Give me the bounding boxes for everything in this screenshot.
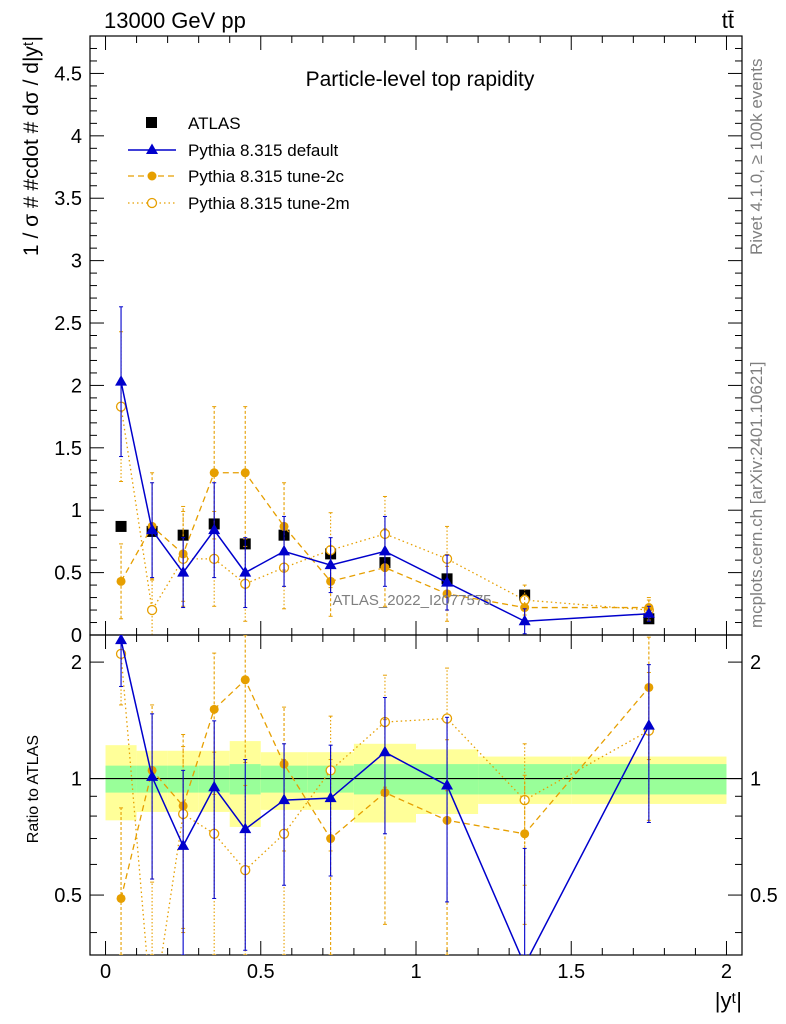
ratio-y-ticks: 0.5 1 2 0.5 1 2 [54,652,778,934]
main-y-tick-label: 3.5 [54,188,82,210]
x-tick-label: 2 [721,961,732,983]
point-default [324,558,337,570]
point-tune2c [520,603,530,613]
point-default [146,770,159,781]
point-default [239,822,252,834]
point-default [378,544,391,556]
ratio-y-tick-label-right: 2 [750,652,761,674]
x-tick-label: 1 [410,961,421,983]
ratio-y-tick-label-left: 2 [71,652,82,674]
main-y-tick-label: 4.5 [54,63,82,85]
legend-tune2m-label: Pythia 8.315 tune-2m [188,194,350,213]
main-y-tick-label: 2 [71,375,82,397]
series-default [115,306,655,635]
point-tune2c [209,468,219,478]
point-default [239,566,252,577]
series-default [115,635,655,969]
side-label-bottom: mcplots.cern.ch [arXiv:2401.10621] [747,362,766,628]
x-axis-label: |yᵗ| [715,988,742,1013]
main-y-tick-label: 1 [71,500,82,522]
main-y-tick-label: 0.5 [54,563,82,585]
legend-default-marker [146,143,158,154]
point-default [378,745,391,757]
point-default [441,778,454,790]
legend-tune2c-label: Pythia 8.315 tune-2c [188,167,344,186]
point-tune2c [116,893,126,903]
point-default [208,780,221,792]
point-default [278,793,291,805]
point-default [177,839,190,850]
point-tune2c [240,675,250,685]
point-default [518,614,531,626]
main-y-tick-label: 2.5 [54,313,82,335]
main-y-tick-label: 4 [71,126,82,148]
point-default [177,566,190,577]
point-default [324,791,337,803]
main-panel: 0 0.5 1 1.5 2 2.5 3 3.5 4 4.5 [54,35,743,647]
ratio-y-tick-label-left: 0.5 [54,885,82,907]
point-default [278,544,291,556]
legend-tune2m-marker [146,197,158,209]
ratio-y-tick-label-right: 1 [750,769,761,791]
point-tune2c [240,468,250,478]
chart-title: Particle-level top rapidity [306,68,535,91]
point-default [441,576,454,587]
point-default [642,719,655,730]
ratio-y-tick-label-left: 1 [71,769,82,791]
x-tick-label: 1.5 [557,961,585,983]
ratio-panel: 0 0.5 1 1.5 2 0.5 1 2 0.5 1 2 [54,36,778,1023]
point-default [115,375,128,386]
line-tune2c [120,678,650,899]
main-y-tick-label: 0 [71,625,82,647]
point-default [642,607,655,618]
process-label: tt̄ [722,8,734,33]
point-default [146,523,159,535]
main-y-ticks: 0 0.5 1 1.5 2 2.5 3 3.5 4 4.5 [54,35,742,647]
point-tune2m [519,794,530,806]
analysis-label: ATLAS_2022_I2077575 [332,592,491,609]
point-tune2c [116,576,126,586]
legend-atlas-marker [146,117,157,128]
point-tune2c [520,829,530,839]
energy-label: 13000 GeV pp [104,8,246,33]
atlas-point [115,520,127,532]
main-y-tick-label: 1.5 [54,438,82,460]
point-default [519,958,531,969]
point-tune2m [146,604,158,616]
legend: ATLAS Pythia 8.315 default Pythia 8.315 … [128,114,350,213]
point-tune2c [209,704,219,714]
legend-default-label: Pythia 8.315 default [188,141,339,160]
legend-tune2c-marker [147,171,157,181]
ratio-y-axis-label: Ratio to ATLAS [25,735,42,843]
x-tick-label: 0.5 [247,961,275,983]
point-tune2m [148,1014,157,1023]
main-y-axis-label: 1 / σ # #cdot # dσ / d|yᵗ| [20,36,43,256]
line-tune2c [120,472,649,609]
x-tick-label: 0 [100,961,111,983]
point-default [115,635,128,645]
x-ticks: 0 0.5 1 1.5 2 [100,36,732,983]
ratio-y-tick-label-right: 0.5 [750,885,778,907]
side-label-top: Rivet 4.1.0, ≥ 100k events [747,59,766,255]
point-default [208,523,221,535]
legend-atlas-label: ATLAS [188,114,241,133]
main-y-tick-label: 3 [71,251,82,273]
